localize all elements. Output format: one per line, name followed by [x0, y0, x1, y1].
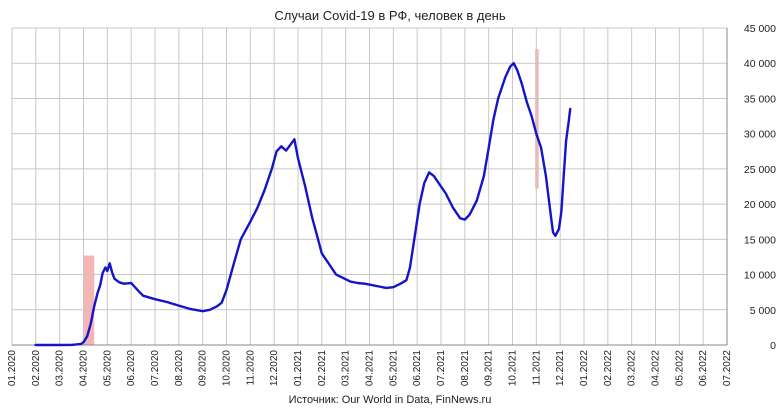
- x-tick-label: 03.2022: [627, 350, 638, 387]
- x-tick-label: 05.2020: [102, 350, 113, 387]
- x-tick-label: 12.2020: [269, 350, 280, 387]
- x-tick-label: 01.2022: [579, 350, 590, 387]
- y-tick-label: 30 000: [744, 129, 776, 141]
- x-tick-labels: 01.2020 02.2020 03.2020 04.2020 05.2020 06.20…: [7, 350, 733, 387]
- x-tick-label: 05.2021: [388, 350, 399, 387]
- y-tick-label: 25 000: [744, 164, 776, 176]
- y-tick-label: 35 000: [744, 93, 776, 105]
- x-tick-label: 01.2020: [7, 350, 18, 387]
- x-tick-label: 08.2020: [174, 350, 185, 387]
- y-tick-label: 15 000: [744, 234, 776, 246]
- highlight-band-2: [535, 49, 539, 189]
- x-tick-label: 09.2021: [484, 350, 495, 387]
- x-tick-label: 02.2022: [603, 350, 614, 387]
- highlight-layer: [83, 49, 539, 345]
- x-tick-label: 03.2021: [341, 350, 352, 387]
- x-tick-label: 11.2021: [531, 350, 542, 386]
- y-tick-label: 0: [770, 340, 776, 352]
- chart-title: Случаи Covid-19 в РФ, человек в день: [274, 8, 505, 23]
- x-tick-label: 02.2020: [31, 350, 42, 387]
- highlight-band-1: [83, 255, 95, 345]
- x-tick-label: 06.2020: [126, 350, 137, 387]
- series-line-layer: [34, 62, 572, 347]
- x-tick-label: 10.2020: [222, 350, 233, 387]
- y-tick-label: 45 000: [744, 23, 776, 35]
- x-tick-label: 04.2020: [79, 350, 90, 387]
- x-tick-label: 07.2021: [436, 350, 447, 387]
- axis-layer: [12, 28, 728, 346]
- series-line-1: [34, 62, 572, 347]
- x-tick-label: 09.2020: [198, 350, 209, 387]
- y-tick-label: 10 000: [744, 270, 776, 282]
- y-tick-label: 5 000: [750, 305, 776, 317]
- x-tick-label: 02.2021: [317, 350, 328, 387]
- x-tick-label: 11.2020: [245, 350, 256, 386]
- y-tick-labels: 0 5 000 10 000 15 000 20 000 25 000 30 000 35 0…: [744, 23, 776, 352]
- x-tick-label: 06.2022: [698, 350, 709, 387]
- x-tick-label: 06.2021: [412, 350, 423, 387]
- x-tick-label: 08.2021: [460, 350, 471, 387]
- x-tick-label: 10.2021: [508, 350, 519, 387]
- chart-source: Источник: Our World in Data, FinNews.ru: [289, 394, 492, 406]
- x-tick-label: 07.2020: [150, 350, 161, 387]
- x-tick-label: 01.2021: [293, 350, 304, 387]
- x-tick-label: 04.2021: [365, 350, 376, 387]
- x-tick-label: 07.2022: [722, 350, 733, 387]
- grid-layer: [11, 27, 728, 345]
- x-tick-label: 05.2022: [674, 350, 685, 387]
- x-tick-label: 03.2020: [55, 350, 66, 387]
- y-tick-label: 20 000: [744, 199, 776, 211]
- x-tick-label: 12.2021: [555, 350, 566, 387]
- x-tick-label: 04.2022: [651, 350, 662, 387]
- y-tick-label: 40 000: [744, 58, 776, 70]
